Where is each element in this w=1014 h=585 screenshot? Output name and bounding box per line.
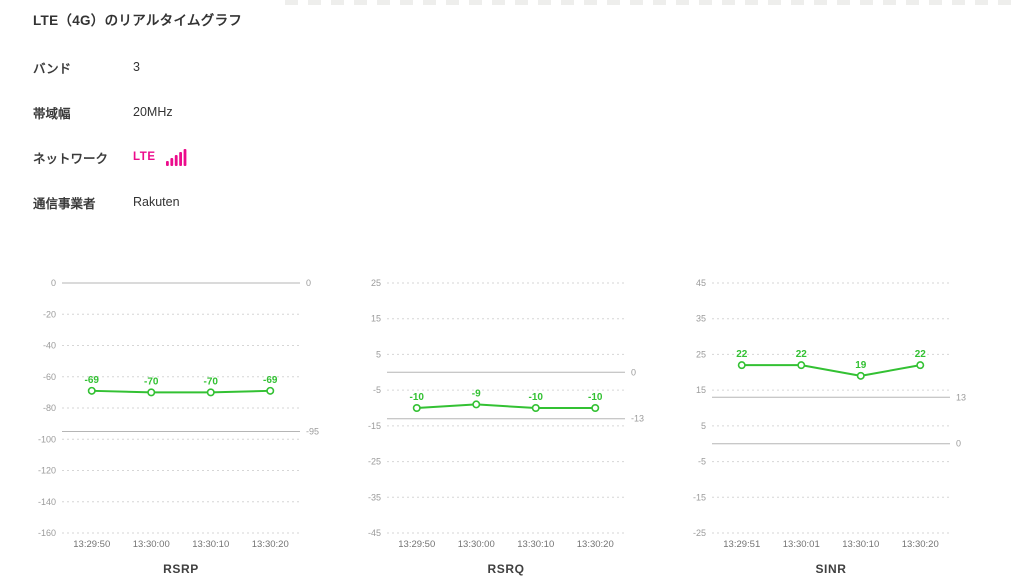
svg-text:13:30:20: 13:30:20: [252, 539, 289, 550]
svg-text:13:29:50: 13:29:50: [73, 539, 110, 550]
svg-text:-10: -10: [410, 392, 425, 403]
signal-bars-icon: [165, 148, 188, 166]
svg-text:22: 22: [796, 349, 808, 360]
svg-text:13:30:00: 13:30:00: [458, 539, 495, 550]
svg-text:RSRP: RSRP: [163, 562, 199, 576]
page-title: LTE（4G）のリアルタイムグラフ: [33, 13, 243, 28]
svg-text:13: 13: [956, 392, 966, 402]
svg-text:-10: -10: [529, 392, 544, 403]
svg-text:13:30:10: 13:30:10: [517, 539, 554, 550]
svg-text:13:30:10: 13:30:10: [842, 539, 879, 550]
svg-text:15: 15: [371, 314, 381, 324]
svg-text:RSRQ: RSRQ: [487, 562, 524, 576]
info-row-label: 通信事業者: [33, 196, 96, 211]
svg-text:-160: -160: [38, 528, 56, 538]
info-row-label: バンド: [33, 61, 72, 76]
svg-text:0: 0: [306, 278, 311, 288]
svg-text:-100: -100: [38, 434, 56, 444]
chart-canvas-sinr: 45 35 25 15 5 -5 -15 -25 13 0 22 13:29:51 22 13:30:01…: [693, 278, 966, 576]
svg-text:0: 0: [956, 439, 961, 449]
svg-text:-70: -70: [204, 376, 219, 387]
info-row: ネットワーク LTE: [33, 147, 188, 167]
svg-text:-60: -60: [43, 372, 56, 382]
chart-sinr: 45 35 25 15 5 -5 -15 -25 13 0 22 13:29:51 22 13:30:01…: [680, 272, 972, 582]
svg-text:13:29:51: 13:29:51: [723, 539, 760, 550]
chart-rsrq: 25 15 5 -5 -15 -25 -35 -45 0 -13 -10 13:29:50 -9 13:3…: [355, 272, 647, 582]
chart-canvas-rsrq: 25 15 5 -5 -15 -25 -35 -45 0 -13 -10 13:29:50 -9 13:3…: [368, 278, 644, 576]
svg-text:-10: -10: [588, 392, 603, 403]
svg-text:13:30:10: 13:30:10: [192, 539, 229, 550]
svg-text:-15: -15: [693, 492, 706, 502]
svg-text:13:30:20: 13:30:20: [577, 539, 614, 550]
svg-text:-5: -5: [698, 457, 706, 467]
svg-text:13:30:00: 13:30:00: [133, 539, 170, 550]
info-row-value: 3: [133, 60, 140, 74]
svg-text:45: 45: [696, 278, 706, 288]
svg-text:13:29:50: 13:29:50: [398, 539, 435, 550]
svg-text:15: 15: [696, 385, 706, 395]
chart-rsrp: 0 -20 -40 -60 -80 -100 -120 -140 -160 0 -95 -69 13:2…: [30, 272, 322, 582]
chart-canvas-rsrp: 0 -20 -40 -60 -80 -100 -120 -140 -160 0 -95 -69 13:2…: [38, 278, 319, 576]
svg-text:-69: -69: [85, 375, 100, 386]
svg-text:5: 5: [701, 421, 706, 431]
info-row-label: ネットワーク: [33, 151, 109, 166]
svg-text:-20: -20: [43, 309, 56, 319]
svg-text:-40: -40: [43, 341, 56, 351]
svg-text:22: 22: [915, 349, 927, 360]
info-row-value: LTE: [133, 148, 188, 166]
info-row: 帯域幅 20MHz: [33, 102, 188, 122]
svg-text:-120: -120: [38, 466, 56, 476]
svg-text:-35: -35: [368, 492, 381, 502]
svg-text:25: 25: [371, 278, 381, 288]
svg-text:-13: -13: [631, 414, 644, 424]
charts-row: 0 -20 -40 -60 -80 -100 -120 -140 -160 0 -95 -69 13:2…: [0, 272, 1014, 585]
svg-text:5: 5: [376, 349, 381, 359]
svg-text:-80: -80: [43, 403, 56, 413]
svg-text:-25: -25: [368, 457, 381, 467]
svg-text:13:30:20: 13:30:20: [902, 539, 939, 550]
info-row: 通信事業者 Rakuten: [33, 192, 188, 212]
info-table: バンド 3 帯域幅 20MHz ネットワーク LTE 通信事業者 Rakuten: [33, 57, 188, 237]
svg-text:-95: -95: [306, 426, 319, 436]
svg-text:-15: -15: [368, 421, 381, 431]
info-row: バンド 3: [33, 57, 188, 77]
svg-text:0: 0: [51, 278, 56, 288]
svg-text:-25: -25: [693, 528, 706, 538]
svg-text:SINR: SINR: [815, 562, 846, 576]
svg-text:13:30:01: 13:30:01: [783, 539, 820, 550]
svg-text:19: 19: [855, 360, 867, 371]
info-row-label: 帯域幅: [33, 106, 71, 121]
svg-text:22: 22: [736, 349, 748, 360]
svg-text:-140: -140: [38, 497, 56, 507]
svg-text:-69: -69: [263, 375, 278, 386]
svg-text:-45: -45: [368, 528, 381, 538]
svg-text:-5: -5: [373, 385, 381, 395]
info-row-value: 20MHz: [133, 105, 173, 119]
svg-text:25: 25: [696, 349, 706, 359]
svg-text:35: 35: [696, 314, 706, 324]
svg-text:-9: -9: [472, 388, 481, 399]
svg-text:-70: -70: [144, 376, 159, 387]
info-row-value: Rakuten: [133, 195, 180, 209]
clipped-top-content: [285, 0, 1014, 5]
svg-text:0: 0: [631, 367, 636, 377]
